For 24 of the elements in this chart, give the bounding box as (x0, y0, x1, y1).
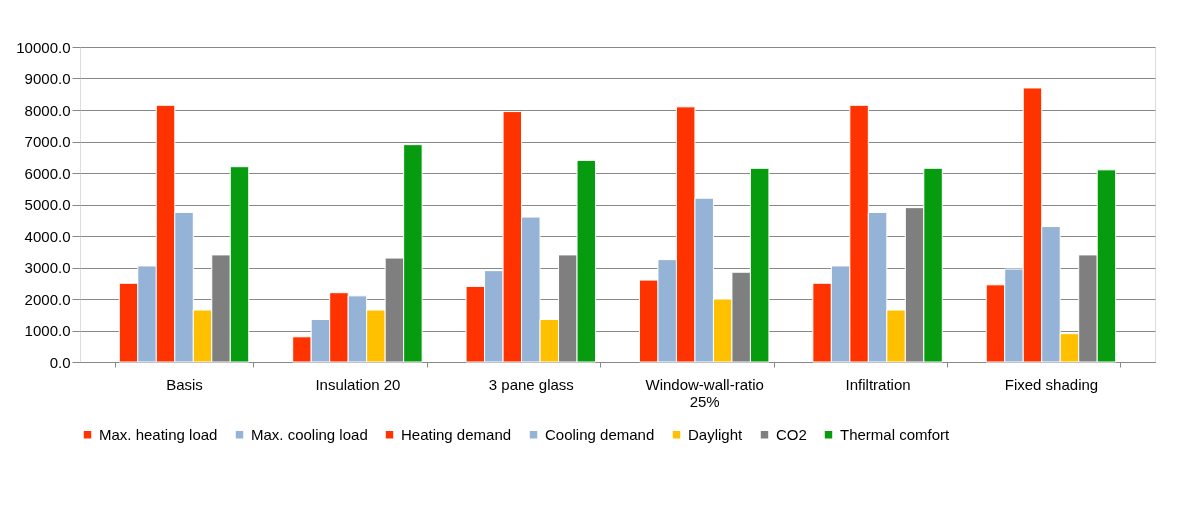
y-tick-label: 10000.0 (16, 38, 71, 56)
x-tick-label: Insulation 20 (315, 375, 401, 393)
legend-label: Heating demand (401, 425, 512, 443)
y-tick-label: 6000.0 (24, 164, 71, 182)
x-tick-label: 3 pane glass (488, 375, 574, 393)
x-tick-label: Basis (166, 375, 203, 393)
y-tick-label: 7000.0 (24, 133, 71, 150)
legend-label: Max. heating load (99, 425, 218, 443)
legend-label: Cooling demand (545, 425, 655, 443)
y-tick-label: 4000.0 (24, 227, 71, 245)
x-tick-label: Window-wall-ratio 25% (645, 375, 764, 410)
y-tick-label: 5000.0 (24, 196, 71, 213)
legend-label: Thermal comfort (840, 425, 951, 443)
y-tick-label: 3000.0 (24, 259, 71, 276)
y-tick-label: 9000.0 (24, 70, 71, 87)
x-tick-label: Fixed shading (1004, 375, 1099, 393)
legend-label: CO2 (776, 425, 807, 443)
legend-label: Daylight (688, 425, 744, 443)
y-tick-label: 0.0 (49, 353, 71, 371)
y-tick-label: 1000.0 (24, 322, 71, 339)
legend-label: Max. cooling load (251, 425, 368, 443)
y-tick-label: 2000.0 (24, 290, 71, 308)
x-tick-label: Infiltration (845, 375, 911, 393)
y-tick-label: 8000.0 (24, 101, 71, 119)
